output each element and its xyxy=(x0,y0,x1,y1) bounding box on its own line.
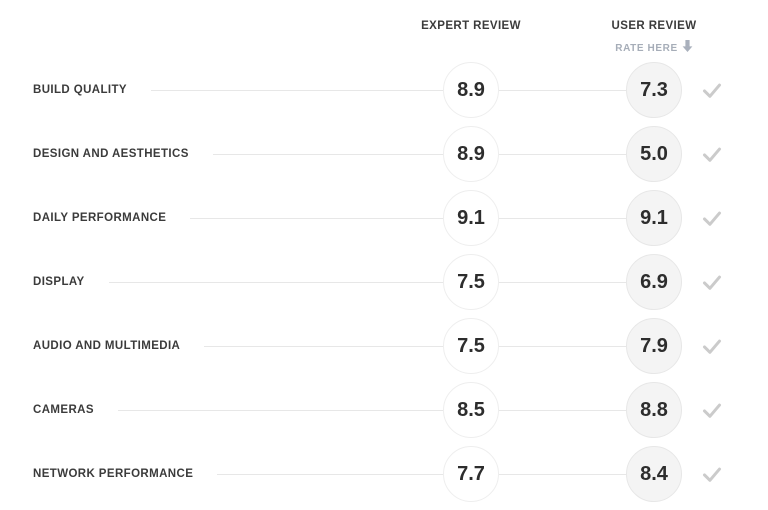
user-score-circle[interactable]: 5.0 xyxy=(626,126,682,182)
user-score-circle[interactable]: 6.9 xyxy=(626,254,682,310)
expert-score-circle: 8.9 xyxy=(443,126,499,182)
user-review-column-header: USER REVIEW RATE HERE xyxy=(612,20,697,57)
user-score-circle[interactable]: 9.1 xyxy=(626,190,682,246)
expert-score-circle: 7.7 xyxy=(443,446,499,502)
checkmark-icon[interactable] xyxy=(702,402,722,419)
checkmark-icon[interactable] xyxy=(702,146,722,163)
category-label: CAMERAS xyxy=(33,404,94,416)
expert-score-value: 7.5 xyxy=(457,270,485,293)
checkmark-icon[interactable] xyxy=(702,338,722,355)
connector-line xyxy=(212,153,443,155)
checkmark-icon[interactable] xyxy=(702,274,722,291)
expert-score-circle: 8.5 xyxy=(443,382,499,438)
rate-here-label: RATE HERE xyxy=(615,42,678,54)
category-label: BUILD QUALITY xyxy=(33,84,127,96)
category-label: DESIGN AND AESTHETICS xyxy=(33,148,189,160)
expert-score-value: 8.5 xyxy=(457,398,485,421)
connector-line xyxy=(204,345,443,347)
user-review-title: USER REVIEW xyxy=(611,20,697,32)
expert-review-title: EXPERT REVIEW xyxy=(421,20,521,32)
checkmark-icon[interactable] xyxy=(702,210,722,227)
connector-line xyxy=(151,89,443,91)
user-score-circle[interactable]: 7.3 xyxy=(626,62,682,118)
connector-line xyxy=(108,281,443,283)
expert-score-circle: 8.9 xyxy=(443,62,499,118)
connector-line xyxy=(499,217,626,219)
connector-line xyxy=(190,217,443,219)
table-row: AUDIO AND MULTIMEDIA 7.5 7.9 xyxy=(0,314,768,378)
expert-score-value: 8.9 xyxy=(457,142,485,165)
connector-line xyxy=(499,473,626,475)
user-score-value: 6.9 xyxy=(640,270,668,293)
table-row: DAILY PERFORMANCE 9.1 9.1 xyxy=(0,186,768,250)
user-score-value: 7.9 xyxy=(640,334,668,357)
connector-line xyxy=(499,89,626,91)
down-arrow-icon xyxy=(682,39,693,57)
expert-score-circle: 7.5 xyxy=(443,318,499,374)
user-score-circle[interactable]: 8.8 xyxy=(626,382,682,438)
table-row: DESIGN AND AESTHETICS 8.9 5.0 xyxy=(0,122,768,186)
table-row: CAMERAS 8.5 8.8 xyxy=(0,378,768,442)
user-score-value: 5.0 xyxy=(640,142,668,165)
user-score-value: 8.4 xyxy=(640,462,668,485)
expert-score-circle: 7.5 xyxy=(443,254,499,310)
category-label: NETWORK PERFORMANCE xyxy=(33,468,194,480)
connector-line xyxy=(117,409,443,411)
expert-score-value: 8.9 xyxy=(457,78,485,101)
user-score-circle[interactable]: 8.4 xyxy=(626,446,682,502)
expert-score-value: 9.1 xyxy=(457,206,485,229)
user-score-value: 8.8 xyxy=(640,398,668,421)
expert-score-circle: 9.1 xyxy=(443,190,499,246)
connector-line xyxy=(499,345,626,347)
review-header: EXPERT REVIEW USER REVIEW RATE HERE xyxy=(0,0,768,58)
checkmark-icon[interactable] xyxy=(702,466,722,483)
user-score-value: 9.1 xyxy=(640,206,668,229)
rate-here-hint: RATE HERE xyxy=(615,39,693,57)
connector-line xyxy=(499,409,626,411)
user-score-value: 7.3 xyxy=(640,78,668,101)
table-row: DISPLAY 7.5 6.9 xyxy=(0,250,768,314)
expert-score-value: 7.5 xyxy=(457,334,485,357)
category-label: AUDIO AND MULTIMEDIA xyxy=(33,340,181,352)
table-row: NETWORK PERFORMANCE 7.7 8.4 xyxy=(0,442,768,506)
connector-line xyxy=(217,473,443,475)
user-score-circle[interactable]: 7.9 xyxy=(626,318,682,374)
category-label: DISPLAY xyxy=(33,276,85,288)
expert-review-column-header: EXPERT REVIEW xyxy=(421,20,520,33)
category-label: DAILY PERFORMANCE xyxy=(33,212,167,224)
table-row: BUILD QUALITY 8.9 7.3 xyxy=(0,58,768,122)
expert-score-value: 7.7 xyxy=(457,462,485,485)
connector-line xyxy=(499,153,626,155)
checkmark-icon[interactable] xyxy=(702,82,722,99)
connector-line xyxy=(499,281,626,283)
